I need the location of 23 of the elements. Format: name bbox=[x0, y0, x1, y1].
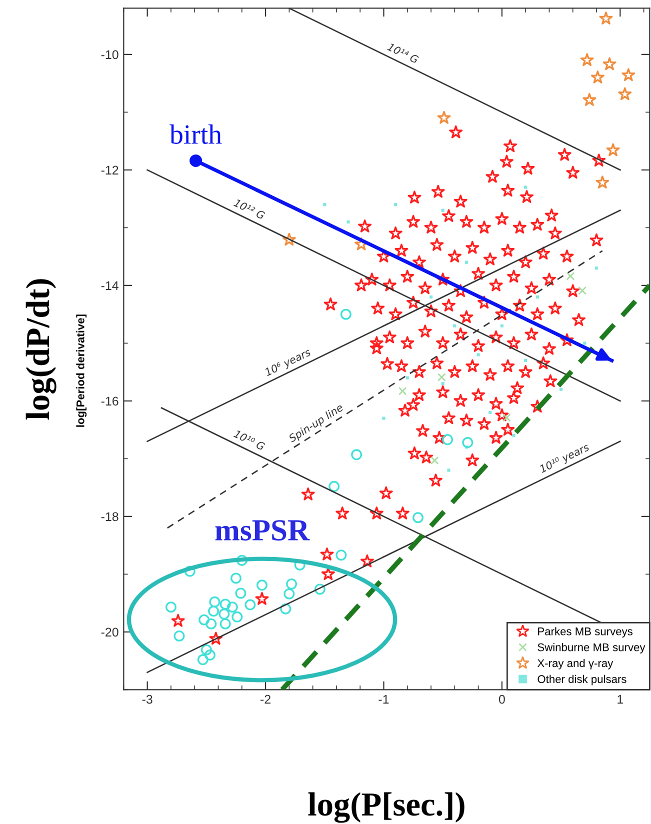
legend-label: Parkes MB surveys bbox=[538, 627, 632, 638]
x-tick-label: 0 bbox=[498, 694, 505, 704]
x-tick-label: -1 bbox=[378, 695, 389, 704]
y-tick-label: -12 bbox=[101, 166, 118, 174]
y-tick-label: -10 bbox=[101, 50, 118, 60]
legend-label: X-ray and γ-ray bbox=[537, 658, 614, 670]
y-tick-label: -14 bbox=[101, 281, 118, 290]
annotation: 10¹⁰ G bbox=[233, 430, 266, 451]
annotation: 10¹² G bbox=[233, 198, 266, 220]
x-tick-label: -2 bbox=[260, 694, 270, 704]
text: log[Period derivative] bbox=[76, 314, 87, 427]
annotation: msPSR bbox=[215, 520, 310, 541]
x-axis-title: log(P[sec.]) bbox=[308, 792, 464, 823]
annotation: 10¹⁴ G bbox=[386, 42, 420, 64]
x-tick-label: -3 bbox=[142, 694, 152, 704]
legend-label: Other disk pulsars bbox=[538, 674, 626, 686]
y-tick-label: -20 bbox=[101, 628, 118, 637]
y-tick-label: -18 bbox=[101, 512, 118, 522]
y-axis-title: log(dP/dt) bbox=[26, 279, 56, 420]
legend-label: Swinburne MB survey bbox=[538, 643, 646, 654]
series-label: birth bbox=[170, 124, 222, 144]
x-tick-label: 1 bbox=[618, 695, 624, 704]
y-tick-label: -16 bbox=[101, 396, 118, 406]
